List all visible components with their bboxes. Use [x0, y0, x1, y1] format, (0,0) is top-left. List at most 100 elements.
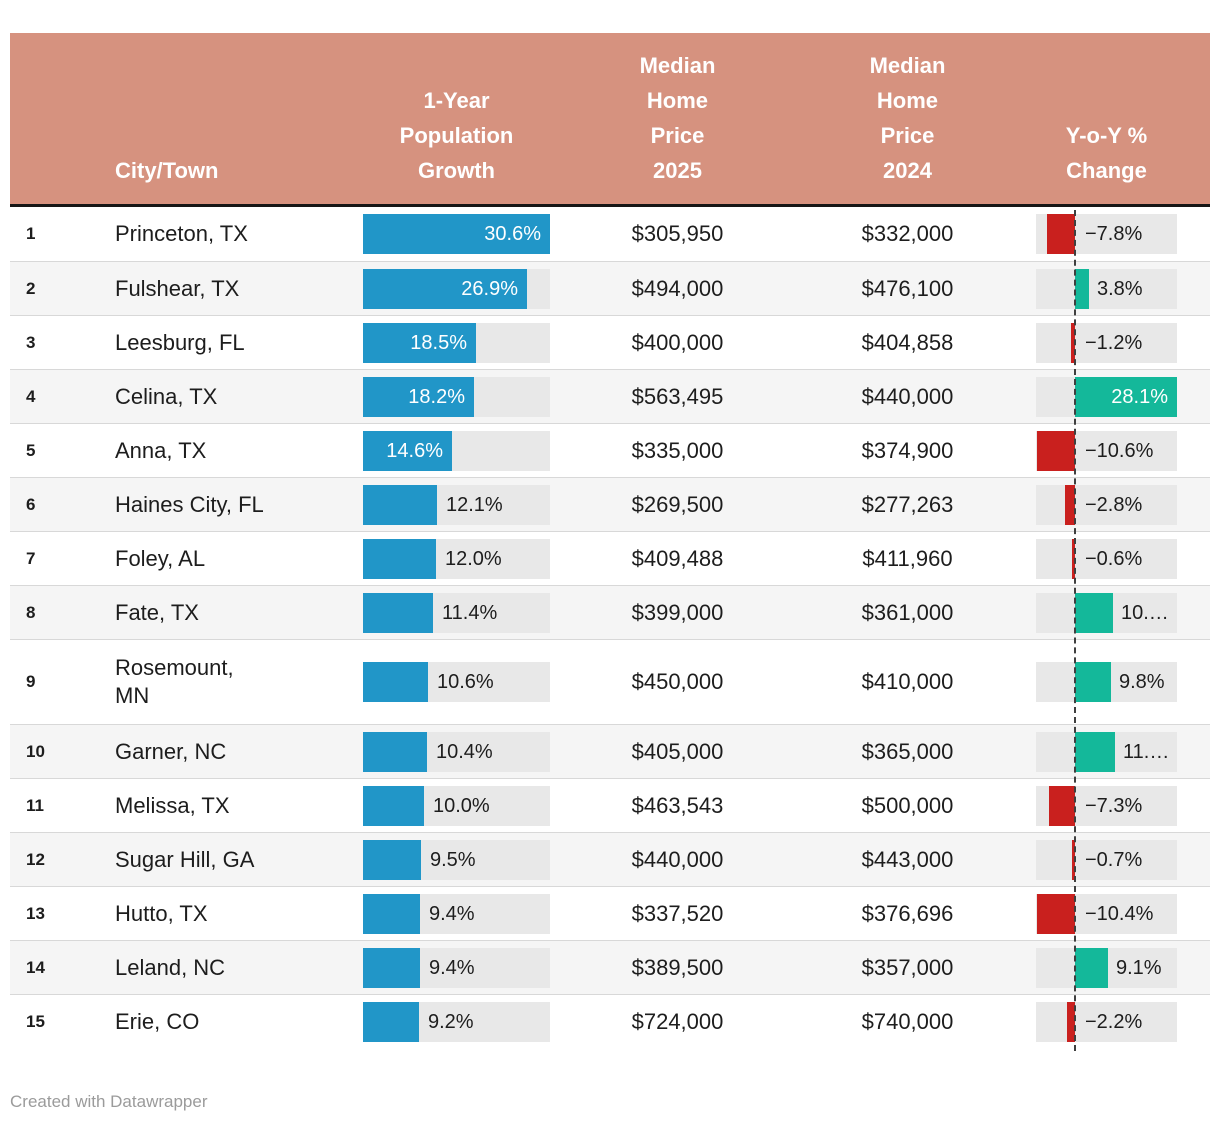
price-2024-cell: $410,000 [795, 640, 1020, 724]
city-label: Anna, TX [115, 437, 207, 463]
yoy-bar [1075, 731, 1115, 772]
yoy-bar-track: 10.… [1036, 592, 1177, 633]
price-2024-value: $404,858 [861, 329, 954, 355]
price-2025-value: $337,520 [631, 900, 724, 926]
price-2025-value: $305,950 [631, 221, 724, 246]
price-2025-cell: $724,000 [560, 995, 795, 1048]
rank-label: 9 [26, 672, 36, 691]
table-row: 15 Erie, CO 9.2% $724,000 $740,000 −2.2% [10, 994, 1210, 1048]
city-label: Sugar Hill, GA [115, 846, 255, 872]
pop-growth-bar-track: 18.2% [363, 376, 550, 417]
yoy-value-label: −10.4% [1085, 902, 1154, 925]
yoy-bar [1072, 839, 1075, 880]
pop-growth-bar-track: 18.5% [363, 322, 550, 363]
city-label: Garner, NC [115, 738, 227, 764]
price-2024-value: $357,000 [861, 954, 954, 980]
pop-growth-bar-track: 12.0% [363, 538, 550, 579]
pop-growth-bar [363, 731, 427, 772]
yoy-bar-track: 9.1% [1036, 947, 1177, 988]
city-cell: Erie, CO [105, 995, 353, 1048]
header-yoy-change: Y-o-Y % Change [1065, 123, 1148, 183]
yoy-value-label: 3.8% [1097, 277, 1143, 300]
yoy-bar-track: −0.6% [1036, 538, 1177, 579]
city-label: Leland, NC [115, 954, 226, 980]
rank-cell: 8 [10, 586, 105, 639]
yoy-bar [1065, 484, 1075, 525]
yoy-bar-track: 3.8% [1036, 268, 1177, 309]
price-2025-cell: $405,000 [560, 725, 795, 778]
yoy-value-label: −7.3% [1085, 794, 1143, 817]
yoy-bar-track: −7.3% [1036, 785, 1177, 826]
pop-growth-value-label: 14.6% [386, 439, 443, 462]
city-cell: Haines City, FL [105, 478, 353, 531]
pop-growth-bar-track: 10.4% [363, 731, 550, 772]
price-2025-cell: $409,488 [560, 532, 795, 585]
price-2024-cell: $404,858 [795, 316, 1020, 369]
city-label: Fate, TX [115, 599, 199, 625]
table-body: 1 Princeton, TX 30.6% $305,950 $332,000 … [10, 207, 1210, 1048]
pop-growth-bar [363, 947, 420, 988]
price-2024-value: $277,263 [861, 491, 954, 517]
pop-growth-bar [363, 322, 476, 363]
price-2025-cell: $463,543 [560, 779, 795, 832]
pop-growth-value-label: 9.5% [430, 848, 476, 871]
rank-label: 2 [26, 278, 36, 298]
rank-cell: 12 [10, 833, 105, 886]
yoy-value-label: 28.1% [1111, 385, 1168, 408]
yoy-bar [1072, 538, 1075, 579]
yoy-change-cell: 9.1% [1020, 941, 1210, 994]
yoy-bar-track: 28.1% [1036, 376, 1177, 417]
price-2024-cell: $332,000 [795, 207, 1020, 261]
price-2024-cell: $376,696 [795, 887, 1020, 940]
datawrapper-credit: Created with Datawrapper [10, 1092, 208, 1111]
pop-growth-value-label: 10.4% [436, 740, 493, 763]
price-2024-value: $440,000 [861, 383, 954, 409]
price-2025-value: $463,543 [631, 792, 724, 818]
price-2025-cell: $337,520 [560, 887, 795, 940]
yoy-value-label: 11.… [1123, 740, 1170, 763]
pop-growth-value-label: 30.6% [484, 223, 541, 245]
table-row: 1 Princeton, TX 30.6% $305,950 $332,000 … [10, 207, 1210, 261]
price-2024-cell: $374,900 [795, 424, 1020, 477]
rank-label: 6 [26, 494, 36, 514]
price-2024-value: $476,100 [861, 275, 954, 301]
rank-label: 1 [26, 224, 36, 243]
table-row: 4 Celina, TX 18.2% $563,495 $440,000 28.… [10, 369, 1210, 423]
yoy-bar [1047, 214, 1075, 254]
rank-label: 13 [26, 903, 45, 923]
yoy-value-label: −0.6% [1085, 547, 1143, 570]
yoy-change-cell: 28.1% [1020, 370, 1210, 423]
pop-growth-bar [363, 268, 527, 309]
pop-growth-bar-track: 9.4% [363, 947, 550, 988]
rank-label: 15 [26, 1011, 45, 1031]
city-cell: Leland, NC [105, 941, 353, 994]
price-2025-value: $494,000 [631, 275, 724, 301]
table-row: 9 Rosemount, MN 10.6% $450,000 $410,000 … [10, 639, 1210, 724]
pop-growth-bar [363, 376, 474, 417]
city-cell: Garner, NC [105, 725, 353, 778]
price-2025-value: $335,000 [631, 437, 724, 463]
pop-growth-cell: 12.0% [353, 532, 560, 585]
yoy-change-cell: −7.3% [1020, 779, 1210, 832]
header-city-town: City/Town [115, 158, 219, 183]
price-2025-value: $409,488 [631, 545, 724, 571]
price-2024-cell: $277,263 [795, 478, 1020, 531]
yoy-change-cell: 10.… [1020, 586, 1210, 639]
city-cell: Rosemount, MN [105, 640, 353, 724]
price-2024-value: $365,000 [861, 738, 954, 764]
yoy-bar [1067, 1001, 1075, 1042]
pop-growth-value-label: 12.1% [446, 493, 503, 516]
rank-cell: 5 [10, 424, 105, 477]
table-row: 7 Foley, AL 12.0% $409,488 $411,960 −0.6… [10, 531, 1210, 585]
city-label: Celina, TX [115, 383, 218, 409]
pop-growth-value-label: 10.6% [437, 671, 494, 693]
pop-growth-cell: 10.4% [353, 725, 560, 778]
yoy-change-cell: −0.7% [1020, 833, 1210, 886]
yoy-value-label: −0.7% [1085, 848, 1143, 871]
city-label: Melissa, TX [115, 792, 230, 818]
price-2024-value: $740,000 [861, 1008, 954, 1034]
yoy-bar [1049, 785, 1075, 826]
pop-growth-cell: 10.0% [353, 779, 560, 832]
pop-growth-bar-track: 30.6% [363, 214, 550, 254]
pop-growth-value-label: 9.4% [429, 902, 475, 925]
